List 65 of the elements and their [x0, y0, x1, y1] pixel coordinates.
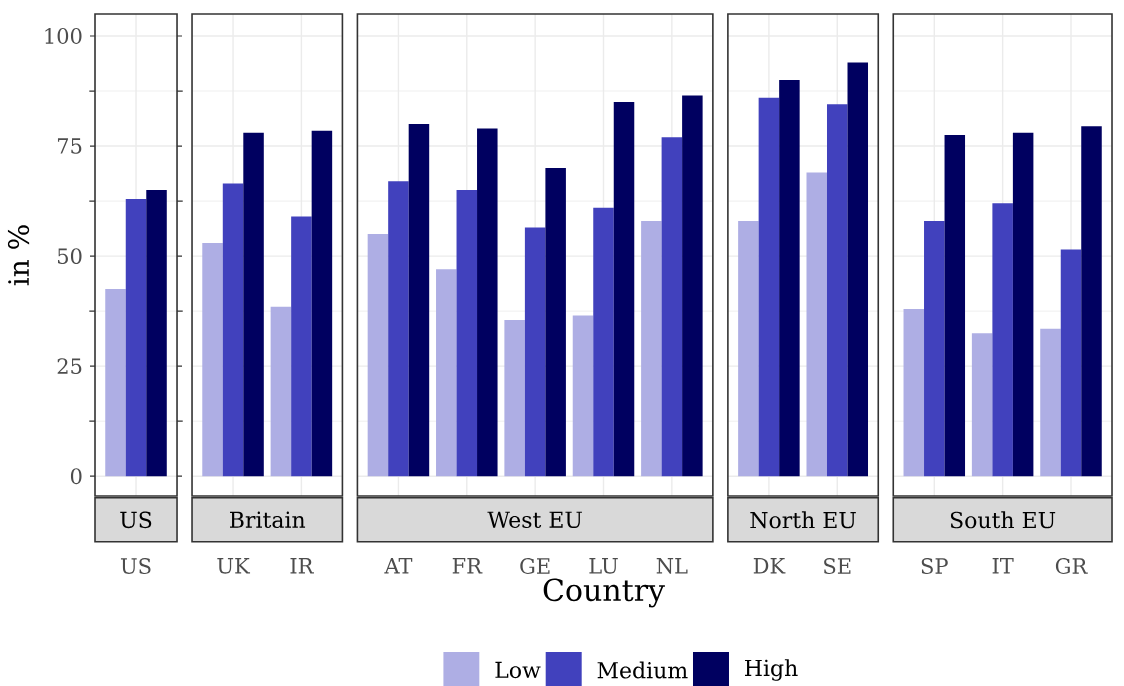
bar: [572, 315, 594, 477]
bar: [524, 227, 546, 477]
bar: [758, 97, 780, 477]
text: West EU: [487, 511, 582, 528]
bar: [1012, 132, 1034, 477]
bar: [661, 137, 683, 477]
legend-label: Low: [495, 661, 541, 679]
bar: [367, 234, 389, 477]
x-tick-label: NL: [656, 558, 688, 574]
bar: [125, 198, 147, 477]
bar: [944, 135, 966, 477]
bar: [504, 319, 525, 477]
bar: [827, 104, 848, 477]
legend-label: Medium: [597, 661, 688, 679]
bar: [291, 216, 312, 477]
bar: [436, 269, 457, 477]
y-tick-label: 75: [57, 138, 82, 154]
bar: [477, 128, 498, 477]
bar: [903, 308, 925, 477]
x-tick-label: AT: [384, 558, 413, 574]
text: North EU: [750, 511, 856, 529]
bar: [1060, 249, 1082, 477]
y-tick-label: 100: [45, 28, 82, 44]
bar: [806, 172, 827, 477]
bar: [593, 207, 614, 477]
x-tick-label: IT: [992, 558, 1014, 574]
bar: [1040, 328, 1061, 477]
bar: [388, 181, 409, 477]
x-tick-label: GE: [520, 558, 550, 574]
bar: [311, 130, 333, 477]
text: South EU: [950, 511, 1056, 529]
y-axis-title: in %: [7, 225, 30, 286]
bar: [613, 102, 635, 477]
bar: [847, 62, 869, 477]
bar: [682, 95, 703, 477]
bar: [641, 220, 662, 477]
x-axis-title: Country: [543, 578, 665, 608]
x-tick-label: SP: [921, 558, 948, 574]
bar: [992, 203, 1013, 477]
y-tick-label: 0: [70, 468, 82, 485]
y-tick-label: 50: [58, 248, 82, 265]
bar: [924, 220, 945, 477]
bar: [408, 124, 430, 477]
x-tick-label: DK: [753, 558, 786, 574]
bar: [105, 289, 126, 477]
x-tick-label: FR: [452, 558, 483, 574]
text: Britain: [230, 511, 306, 529]
bar: [545, 168, 566, 477]
x-tick-label: LU: [589, 558, 618, 574]
bar: [738, 220, 759, 477]
bar: [456, 190, 478, 477]
bar: [222, 183, 244, 477]
bar: [1081, 126, 1102, 477]
bar: [270, 306, 292, 477]
bar: [971, 333, 993, 477]
y-tick-label: 25: [57, 358, 82, 375]
x-tick-label: GR: [1055, 558, 1088, 574]
bar: [146, 190, 167, 477]
bar: [243, 132, 264, 477]
bar: [779, 80, 800, 477]
x-tick-label: UK: [217, 558, 251, 574]
x-tick-label: IR: [290, 558, 314, 574]
bar: [202, 242, 223, 477]
legend-label: High: [745, 659, 798, 681]
x-tick-label: SE: [824, 558, 851, 574]
